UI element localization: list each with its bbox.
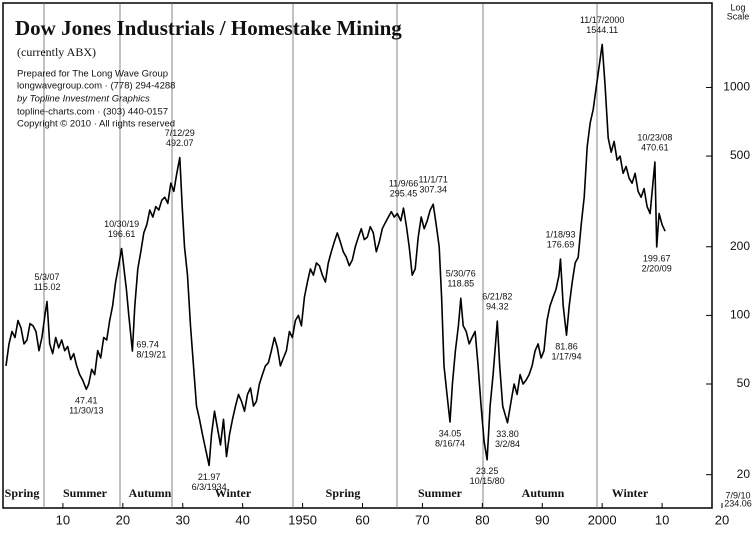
plot-frame [2,2,713,509]
annotation: 23.25 [476,466,499,476]
season-label: Winter [612,486,649,500]
chart-subtitle: (currently ABX) [17,45,96,59]
season-label: Autumn [522,486,565,500]
annotation: 5/30/76 [446,269,476,279]
annotation: 33.80 [496,429,519,439]
footnote: 234.06 [724,498,752,508]
y-tick-label: 100 [730,308,750,322]
season-label: Spring [5,486,40,500]
annotation: 94.32 [486,302,509,312]
annotation: 11/17/2000 [580,15,624,25]
x-tick-label: 10 [655,512,669,527]
annotation: 492.07 [166,138,194,148]
annotation: 470.61 [641,142,669,152]
annotation: 1/18/93 [546,229,576,239]
season-label: Summer [418,486,463,500]
x-tick-label: 20 [715,512,729,527]
annotation: 69.74 [136,339,159,349]
annotation: 8/19/21 [136,349,166,359]
annotation: 1544.11 [586,25,618,35]
season-label: Spring [326,486,361,500]
annotation: 2/20/09 [642,263,672,273]
season-label: Summer [63,486,108,500]
credit: by Topline Investment Graphics [17,94,150,105]
season-dividers [43,3,598,508]
credit: Copyright © 2010 · All rights reserved [17,119,175,130]
x-tick-label: 70 [415,512,429,527]
x-tick-label: 80 [475,512,489,527]
annotation: 1/17/94 [552,352,582,362]
annotation: 81.86 [555,342,578,352]
season-label: Winter [215,486,252,500]
annotation: 3/2/84 [495,439,520,449]
annotation: 176.69 [547,239,575,249]
annotation: 7/12/29 [165,128,195,138]
price-line [5,43,666,467]
y-tick-label: 50 [737,376,751,390]
annotation: 47.41 [75,396,98,406]
annotation: 199.67 [643,253,671,263]
annotation: 118.85 [447,279,474,289]
annotation: 8/16/74 [435,438,465,448]
scale-note: Log [730,2,745,12]
x-tick-label: 20 [116,512,130,527]
season-label: Autumn [129,486,172,500]
annotation: 196.61 [108,229,136,239]
annotation: 11/9/66 [389,179,418,189]
annotation: 5/3/07 [35,272,60,282]
credit: longwavegroup.com · (778) 294-4288 [17,81,175,92]
x-tick-label: 1950 [288,512,317,527]
annotation: 34.05 [439,428,462,438]
annotation: 11/30/13 [69,406,103,416]
annotation: 6/3/1934 [192,482,227,492]
scale-note: Scale [727,11,750,21]
x-tick-label: 30 [176,512,190,527]
x-tick-label: 90 [535,512,549,527]
y-tick-label: 500 [730,148,750,162]
annotation: 10/15/80 [470,476,505,486]
chart-title: Dow Jones Industrials / Homestake Mining [15,16,402,40]
credit: Prepared for The Long Wave Group [17,69,168,80]
x-tick-label: 60 [355,512,369,527]
y-tick-label: 200 [730,239,750,253]
annotation: 10/23/08 [637,132,672,142]
footnote: 7/9/10 [725,490,750,500]
y-tick-label: 1000 [723,80,750,94]
x-tick-label: 2000 [588,512,617,527]
annotation: 295.45 [390,189,418,199]
x-tick-label: 40 [235,512,249,527]
annotation: 6/21/82 [482,292,512,302]
x-tick-label: 10 [56,512,70,527]
annotation: 21.97 [198,472,221,482]
annotation: 115.02 [34,282,61,292]
annotation: 307.34 [419,185,447,195]
annotation: 11/1/71 [419,175,448,185]
y-tick-label: 20 [737,467,751,481]
annotation: 10/30/19 [104,219,139,229]
credit: topline-charts.com · (303) 440-0157 [17,107,168,118]
